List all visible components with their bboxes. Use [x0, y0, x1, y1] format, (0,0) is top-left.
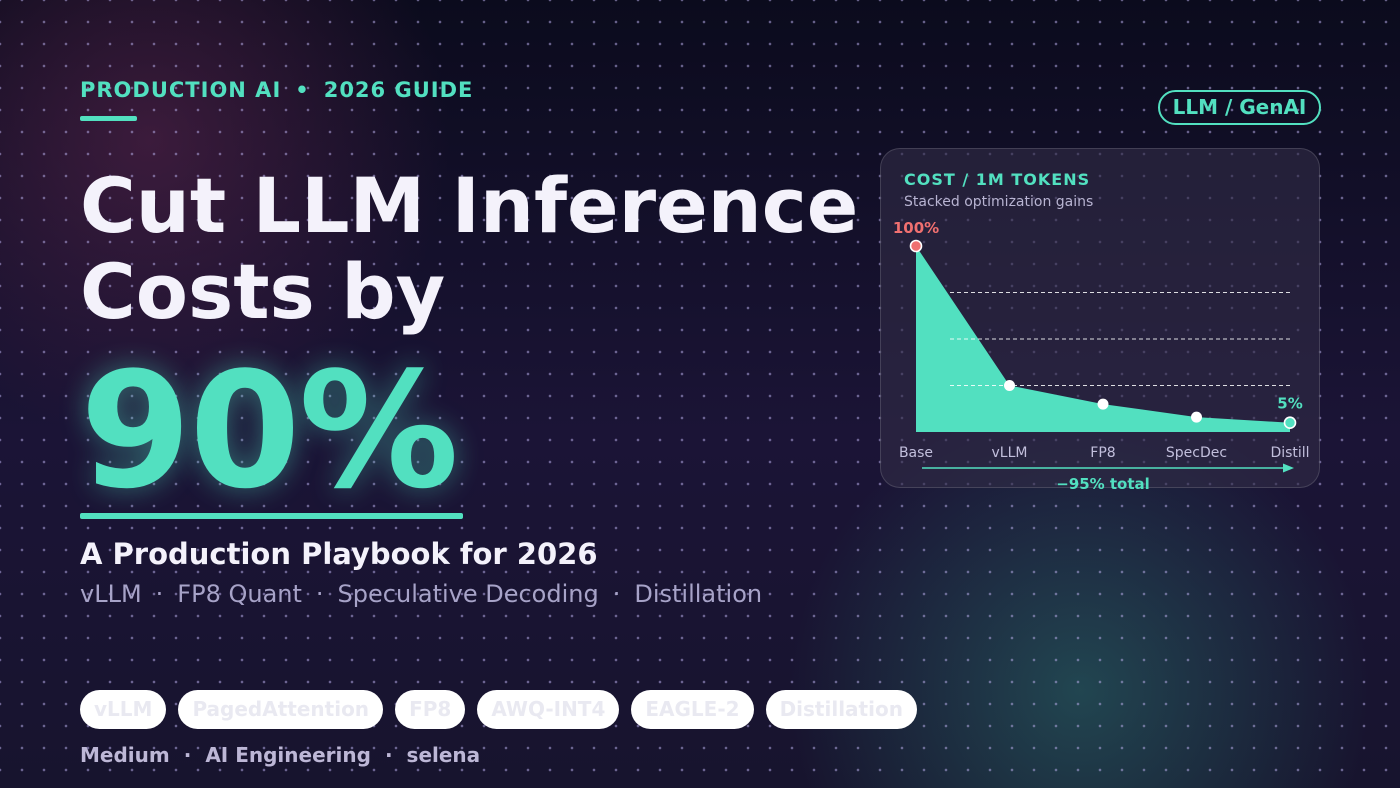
headline-line-2: Costs by	[80, 247, 446, 336]
chart-subtitle: Stacked optimization gains	[904, 194, 1094, 210]
category-badge: LLM / GenAI	[1158, 90, 1321, 125]
tick-label-specdec: SpecDec	[1166, 445, 1227, 461]
tick-label-fp8: FP8	[1090, 445, 1115, 461]
tag-pill: Distillation	[765, 690, 917, 729]
data-point-fp8	[1097, 398, 1109, 410]
tech-line: vLLM · FP8 Quant · Speculative Decoding · Dist…	[80, 580, 762, 608]
footer-separator: ·	[183, 743, 192, 767]
eyebrow-left: PRODUCTION AI	[80, 78, 282, 102]
footer-author: selena	[406, 743, 481, 767]
eyebrow-separator: •	[295, 78, 310, 102]
data-point-distill	[1283, 416, 1297, 430]
headline: Cut LLM Inference Costs by	[80, 163, 858, 335]
tag-pill: vLLM	[80, 690, 167, 729]
end-value-label: 5%	[1277, 395, 1302, 413]
tick-label-vllm: vLLM	[992, 445, 1028, 461]
tech-item-speculative: Speculative Decoding	[337, 580, 599, 608]
summary-label: −95% total	[1056, 475, 1150, 493]
tick-label-base: Base	[899, 445, 933, 461]
tag-pill: PagedAttention	[178, 690, 384, 729]
tech-separator: ·	[315, 580, 324, 608]
summary-arrow-head	[1283, 463, 1294, 473]
tick-label-distill: Distill	[1270, 445, 1309, 461]
headline-line-1: Cut LLM Inference	[80, 161, 859, 250]
tech-item-vllm: vLLM	[80, 580, 142, 608]
tech-item-fp8: FP8 Quant	[177, 580, 302, 608]
eyebrow-underline	[80, 116, 137, 121]
tag-pill: EAGLE-2	[631, 690, 754, 729]
eyebrow-right: 2026 GUIDE	[323, 78, 474, 102]
chart-title: COST / 1M TOKENS	[904, 170, 1091, 189]
data-point-base	[909, 239, 923, 253]
tech-item-distillation: Distillation	[634, 580, 763, 608]
tag-pill: FP8	[395, 690, 466, 729]
tag-pill: AWQ-INT4	[477, 690, 620, 729]
big-percent: 90%	[80, 337, 459, 524]
data-point-specdec	[1191, 411, 1202, 423]
footer-category: AI Engineering	[205, 743, 371, 767]
data-point-vllm	[1004, 380, 1015, 391]
footer-separator: ·	[384, 743, 393, 767]
tech-separator: ·	[612, 580, 621, 608]
eyebrow: PRODUCTION AI • 2026 GUIDE	[80, 78, 473, 102]
footer-byline: Medium · AI Engineering · selena	[80, 743, 480, 767]
tech-separator: ·	[155, 580, 164, 608]
start-value-label: 100%	[893, 219, 939, 237]
tag-list: vLLM PagedAttention FP8 AWQ-INT4 EAGLE-2…	[80, 690, 917, 729]
subtitle: A Production Playbook for 2026	[80, 537, 598, 571]
footer-publication: Medium	[80, 743, 170, 767]
big-percent-underline	[80, 513, 463, 519]
